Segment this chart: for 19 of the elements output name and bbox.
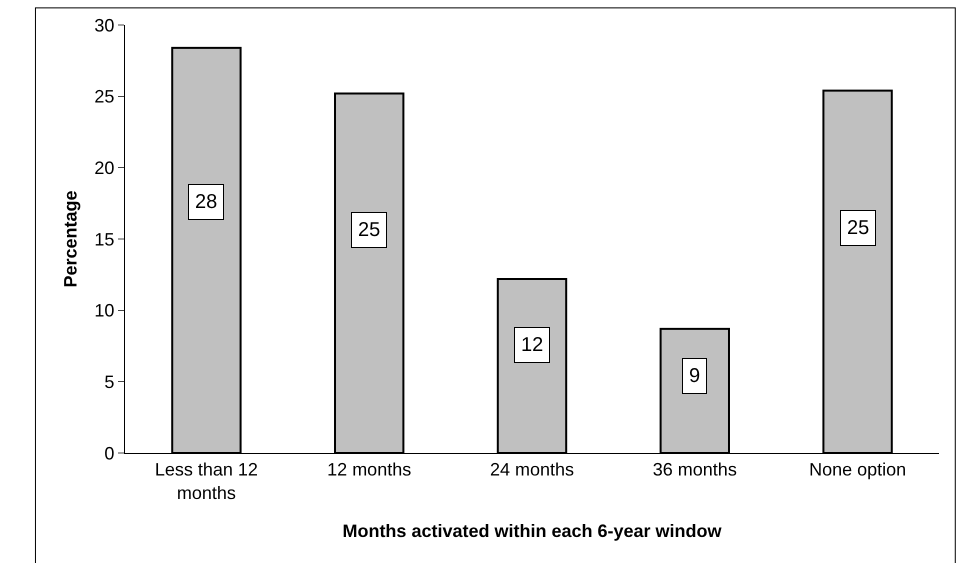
x-tick-label: None option	[809, 460, 906, 480]
y-tick-label: 10	[94, 300, 114, 321]
data-label: 25	[847, 217, 870, 239]
data-label: 9	[689, 365, 700, 387]
y-tick-label: 25	[94, 86, 114, 107]
y-tick-label: 5	[104, 372, 114, 392]
data-label: 12	[521, 334, 544, 356]
y-tick-label: 30	[94, 15, 114, 36]
x-tick-label: 36 months	[652, 460, 737, 480]
y-axis-title: Percentage	[60, 190, 81, 288]
data-label: 25	[358, 219, 380, 241]
y-tick-label: 0	[104, 443, 114, 464]
y-tick-label: 15	[94, 229, 114, 250]
x-tick-label: 24 months	[490, 460, 574, 480]
x-tick-label: Less than 12 months	[154, 460, 258, 503]
x-tick-label: 12 months	[327, 460, 412, 480]
data-label: 28	[195, 191, 218, 213]
x-axis-title: Months activated within each 6-year window	[342, 521, 723, 542]
y-tick-label: 20	[94, 158, 114, 178]
